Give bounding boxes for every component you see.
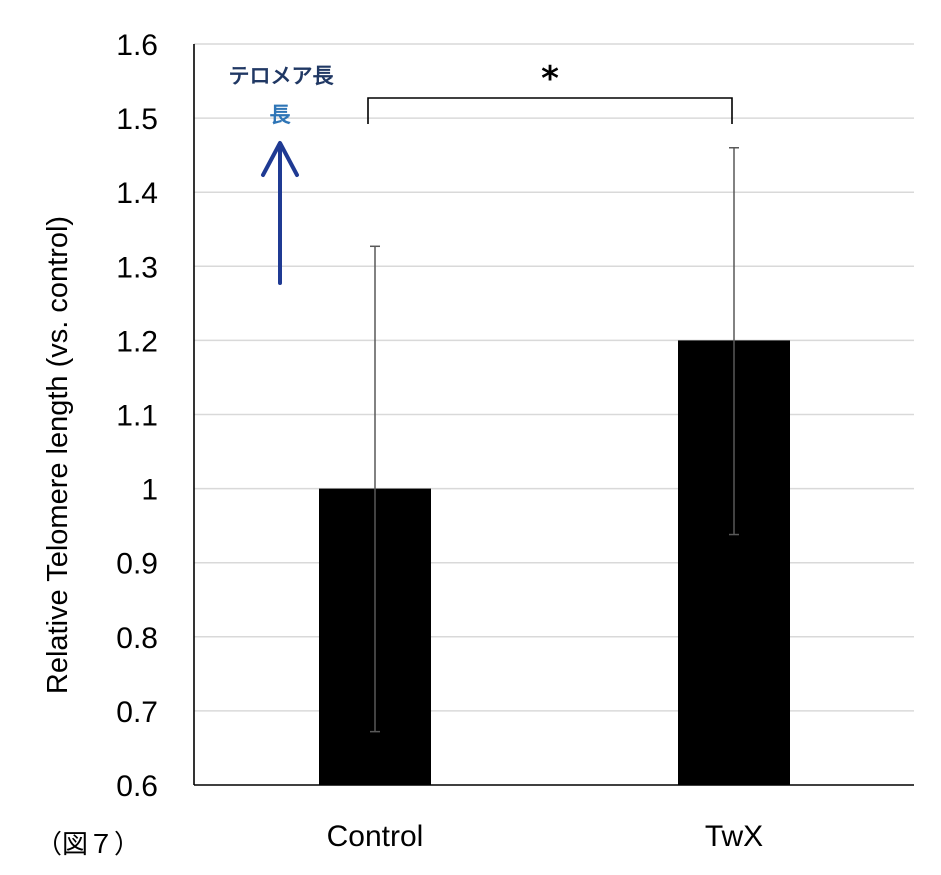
significance-star: * (541, 59, 559, 99)
y-tick-labels: 0.6 0.7 0.8 0.9 1 1.1 1.2 1.3 1.4 1.5 1.6 (116, 29, 158, 803)
up-arrow-icon (261, 141, 299, 285)
y-tick-label: 1.5 (116, 103, 158, 136)
y-tick-label: 0.7 (116, 696, 158, 729)
y-tick-label: 1.6 (116, 29, 158, 62)
y-tick-label: 0.9 (116, 548, 158, 581)
x-tick-labels: Control TwX (327, 820, 764, 853)
y-tick-label: 0.6 (116, 770, 158, 803)
x-tick-label: TwX (705, 820, 763, 853)
y-tick-label: 0.8 (116, 622, 158, 655)
y-tick-label: 1 (141, 474, 158, 507)
x-tick-label: Control (327, 820, 424, 853)
error-bars (370, 146, 739, 733)
significance-bracket-line (367, 97, 733, 124)
y-tick-label: 1.2 (116, 325, 158, 358)
gridlines (194, 43, 914, 712)
significance-bracket: * (367, 59, 733, 124)
telomere-length-annotation: テロメア長 長 (229, 64, 335, 285)
error-bar-twx (729, 146, 739, 536)
figure-label: （図７） (36, 830, 140, 860)
annotation-subtitle: 長 (270, 103, 292, 127)
annotation-title: テロメア長 (229, 64, 335, 88)
error-bar-control (370, 245, 380, 733)
y-tick-label: 1.4 (116, 177, 158, 210)
y-axis-label: Relative Telomere length (vs. control) (42, 216, 74, 694)
y-tick-label: 1.3 (116, 251, 158, 284)
axes (193, 44, 914, 786)
y-tick-label: 1.1 (116, 400, 158, 433)
